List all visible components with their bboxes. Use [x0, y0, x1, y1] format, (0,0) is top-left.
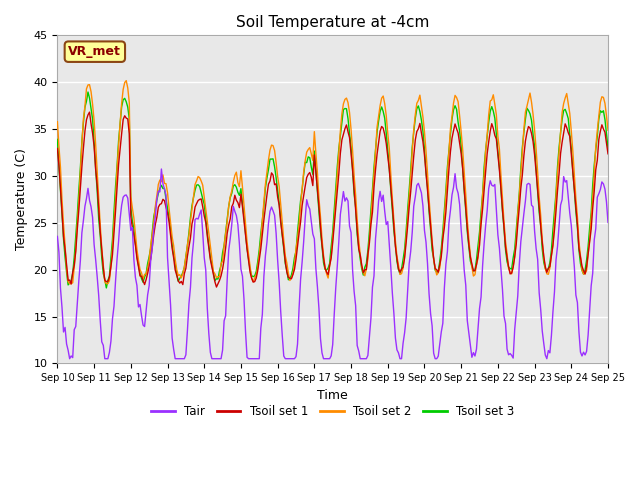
Text: VR_met: VR_met [68, 45, 122, 58]
Y-axis label: Temperature (C): Temperature (C) [15, 148, 28, 250]
X-axis label: Time: Time [317, 389, 348, 402]
Legend: Tair, Tsoil set 1, Tsoil set 2, Tsoil set 3: Tair, Tsoil set 1, Tsoil set 2, Tsoil se… [146, 401, 519, 423]
Title: Soil Temperature at -4cm: Soil Temperature at -4cm [236, 15, 429, 30]
